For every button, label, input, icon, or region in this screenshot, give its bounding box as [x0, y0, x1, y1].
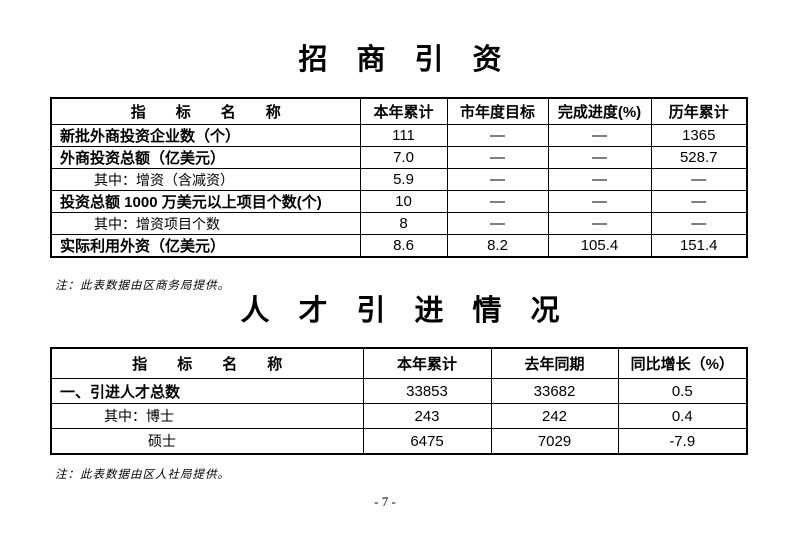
cell-value: —: [446, 124, 549, 147]
cell-value: 7.0: [359, 146, 448, 169]
t2-header-last-year-same-period: 去年同期: [490, 347, 619, 379]
cell-value: —: [650, 190, 748, 213]
cell-value: —: [650, 212, 748, 235]
t1-header-city-target: 市年度目标: [446, 97, 549, 125]
cell-value: —: [446, 168, 549, 191]
cell-value: 5.9: [359, 168, 448, 191]
row-label: 其中：博士: [50, 403, 364, 429]
row-label: 其中：增资项目个数: [50, 212, 361, 235]
cell-value: 105.4: [547, 234, 652, 258]
row-label: 其中：增资（含减资）: [50, 168, 361, 191]
cell-value: 10: [359, 190, 448, 213]
cell-value: —: [547, 190, 652, 213]
table1-source-note: 注：此表数据由区商务局提供。: [55, 280, 230, 292]
cell-value: 8.6: [359, 234, 448, 258]
table-row-capital-increase-projects: 其中：增资项目个数 8 — — —: [50, 212, 748, 235]
table2-header-row: 指 标 名 称 本年累计 去年同期 同比增长（%）: [50, 347, 748, 379]
cell-value: 8.2: [446, 234, 549, 258]
table-row-new-foreign-enterprises: 新批外商投资企业数（个） 111 — — 1365: [50, 124, 748, 147]
section1-title: 招 商 引 资: [298, 44, 502, 76]
cell-value: 33682: [490, 378, 619, 404]
t1-header-year-total: 本年累计: [359, 97, 448, 125]
investment-attraction-table: 指 标 名 称 本年累计 市年度目标 完成进度(%) 历年累计 新批外商投资企业…: [50, 97, 748, 258]
cell-value: —: [446, 146, 549, 169]
row-label: 新批外商投资企业数（个）: [50, 124, 361, 147]
row-label: 硕士: [50, 428, 364, 455]
row-label: 投资总额 1000 万美元以上项目个数(个): [50, 190, 361, 213]
cell-value: 528.7: [650, 146, 748, 169]
cell-value: 242: [490, 403, 619, 429]
t1-header-progress: 完成进度(%): [547, 97, 652, 125]
page-number: - 7 -: [374, 494, 396, 509]
cell-value: —: [446, 190, 549, 213]
cell-value: —: [547, 124, 652, 147]
table-row-capital-increase: 其中：增资（含减资） 5.9 — — —: [50, 168, 748, 191]
table-row-projects-over-10m: 投资总额 1000 万美元以上项目个数(个) 10 — — —: [50, 190, 748, 213]
t2-header-yoy-growth: 同比增长（%）: [617, 347, 748, 379]
cell-value: -7.9: [617, 428, 748, 455]
cell-value: 8: [359, 212, 448, 235]
cell-value: —: [547, 212, 652, 235]
table-row-master: 硕士 6475 7029 -7.9: [50, 428, 748, 455]
cell-value: 33853: [362, 378, 492, 404]
table-row-total-foreign-investment: 外商投资总额（亿美元） 7.0 — — 528.7: [50, 146, 748, 169]
table1-header-row: 指 标 名 称 本年累计 市年度目标 完成进度(%) 历年累计: [50, 97, 748, 125]
table-row-total-talent: 一、引进人才总数 33853 33682 0.5: [50, 378, 748, 404]
t2-header-indicator-name: 指 标 名 称: [50, 347, 364, 379]
t1-header-indicator-name: 指 标 名 称: [50, 97, 361, 125]
table2-source-note: 注：此表数据由区人社局提供。: [55, 469, 230, 481]
cell-value: 151.4: [650, 234, 748, 258]
t2-header-year-total: 本年累计: [362, 347, 492, 379]
table-row-actual-foreign-capital: 实际利用外资（亿美元） 8.6 8.2 105.4 151.4: [50, 234, 748, 258]
row-label: 一、引进人才总数: [50, 378, 364, 404]
cell-value: 1365: [650, 124, 748, 147]
cell-value: 7029: [490, 428, 619, 455]
row-label: 外商投资总额（亿美元）: [50, 146, 361, 169]
cell-value: —: [547, 146, 652, 169]
cell-value: —: [547, 168, 652, 191]
cell-value: —: [446, 212, 549, 235]
table-row-doctorate: 其中：博士 243 242 0.4: [50, 403, 748, 429]
cell-value: 0.4: [617, 403, 748, 429]
cell-value: 111: [359, 124, 448, 147]
cell-value: 6475: [362, 428, 492, 455]
row-label: 实际利用外资（亿美元）: [50, 234, 361, 258]
t1-header-historical-total: 历年累计: [650, 97, 748, 125]
cell-value: 0.5: [617, 378, 748, 404]
section2-title: 人 才 引 进 情 况: [240, 295, 560, 327]
cell-value: —: [650, 168, 748, 191]
talent-introduction-table: 指 标 名 称 本年累计 去年同期 同比增长（%） 一、引进人才总数 33853…: [50, 347, 748, 455]
cell-value: 243: [362, 403, 492, 429]
